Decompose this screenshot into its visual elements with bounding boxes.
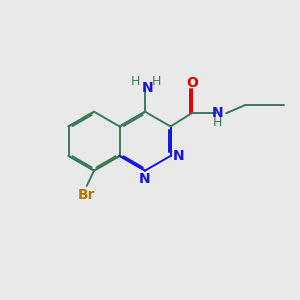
Text: N: N — [139, 172, 151, 186]
Text: Br: Br — [78, 188, 95, 202]
Text: H: H — [213, 116, 222, 129]
Text: O: O — [186, 76, 198, 90]
Text: N: N — [173, 149, 184, 163]
Text: H: H — [131, 75, 140, 88]
Text: H: H — [152, 75, 161, 88]
Text: N: N — [212, 106, 223, 120]
Text: N: N — [142, 81, 153, 94]
